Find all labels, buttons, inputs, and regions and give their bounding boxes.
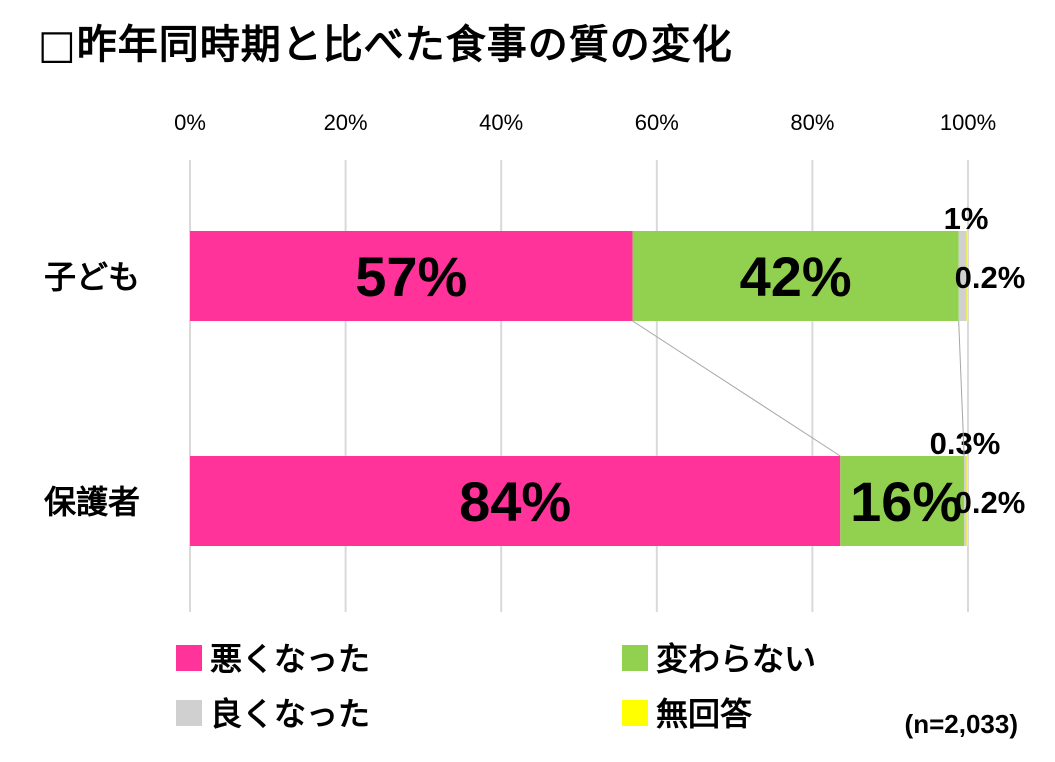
- legend-swatch: [176, 645, 202, 671]
- bar-segment: [190, 456, 841, 546]
- data-label: 42%: [740, 245, 852, 308]
- x-tick-label: 80%: [790, 110, 834, 135]
- data-label: 0.2%: [955, 485, 1026, 520]
- x-tick-label: 60%: [635, 110, 679, 135]
- data-label: 1%: [944, 201, 989, 236]
- bar-segment: [632, 231, 959, 321]
- data-label: 84%: [459, 470, 571, 533]
- bar-segment: [964, 456, 967, 546]
- sample-size-note: (n=2,033): [905, 709, 1018, 739]
- data-label: 0.3%: [930, 426, 1001, 461]
- data-label: 0.2%: [955, 260, 1026, 295]
- x-tick-label: 40%: [479, 110, 523, 135]
- data-label: 57%: [355, 245, 467, 308]
- legend-swatch: [622, 645, 648, 671]
- legend-label: 悪くなった: [210, 640, 370, 678]
- category-label: 子ども: [44, 258, 140, 296]
- x-tick-label: 100%: [940, 110, 996, 135]
- chart-title: □昨年同時期と比べた食事の質の変化: [38, 22, 733, 68]
- series-line: [958, 320, 965, 457]
- bar-segment: [190, 231, 633, 321]
- legend-swatch: [176, 700, 202, 726]
- bar-segment: [840, 456, 965, 546]
- category-label: 保護者: [44, 483, 140, 521]
- legend-label: 良くなった: [210, 695, 370, 733]
- x-tick-label: 20%: [324, 110, 368, 135]
- x-tick-label: 0%: [174, 110, 206, 135]
- legend-label: 変わらない: [656, 640, 816, 678]
- series-line: [632, 320, 841, 457]
- bar-segment: [958, 231, 967, 321]
- legend-label: 無回答: [656, 695, 753, 733]
- bar-segment: [966, 231, 968, 321]
- data-label: 16%: [850, 470, 962, 533]
- bar-segment: [966, 456, 968, 546]
- legend-swatch: [622, 700, 648, 726]
